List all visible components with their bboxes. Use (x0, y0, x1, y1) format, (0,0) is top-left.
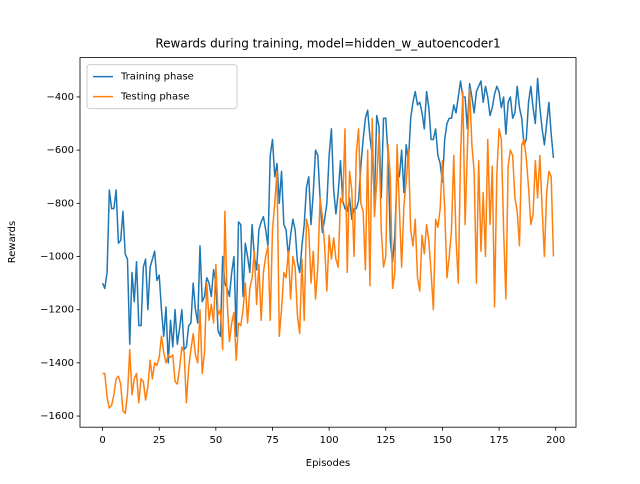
line-series (101, 77, 555, 364)
y-tick-label: −400 (47, 92, 74, 103)
y-tick-label: −1000 (40, 251, 74, 262)
x-tick-label: 125 (376, 435, 395, 446)
y-tick-label: −1600 (40, 411, 74, 422)
x-tick-label: 50 (209, 435, 222, 446)
y-tick-label: −1400 (40, 358, 74, 369)
x-tick-label: 175 (490, 435, 509, 446)
x-tick-label: 150 (433, 435, 452, 446)
x-axis-label: Episodes (306, 458, 350, 469)
x-tick-label: 25 (153, 435, 166, 446)
x-tick-label: 0 (99, 435, 105, 446)
x-tick-label: 100 (320, 435, 339, 446)
y-tick-label: −800 (47, 198, 74, 209)
y-tick-label: −600 (47, 145, 74, 156)
y-axis-label: Rewards (7, 221, 18, 263)
legend-label: Testing phase (120, 92, 190, 103)
x-tick-label: 200 (546, 435, 565, 446)
legend-box (86, 64, 238, 110)
line-series (102, 88, 555, 415)
y-tick-label: −1200 (40, 305, 74, 316)
axes-frame (79, 57, 577, 428)
legend-label: Training phase (120, 72, 194, 83)
x-tick-label: 75 (266, 435, 279, 446)
chart-title: Rewards during training, model=hidden_w_… (155, 37, 500, 51)
